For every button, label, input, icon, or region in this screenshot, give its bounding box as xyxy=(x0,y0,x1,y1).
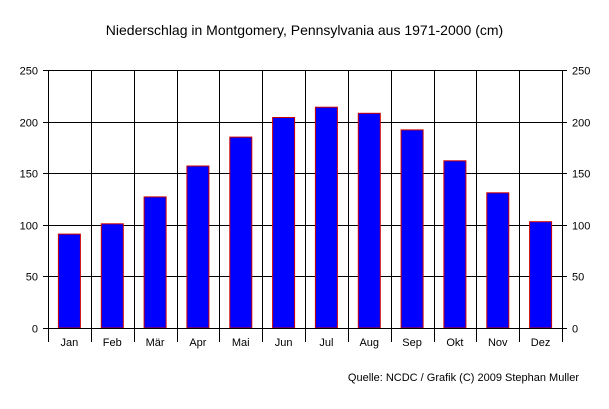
x-tick-label: Sep xyxy=(402,337,422,349)
labels-layer: 0 0 50 50 100 100 150 150 200 200 250 250 Jan Feb Mär A… xyxy=(20,66,591,350)
bar-Feb xyxy=(100,223,124,329)
x-tick-label: Mär xyxy=(146,337,165,349)
bar-Jul xyxy=(314,106,338,329)
grid-layer xyxy=(48,70,563,329)
axis-layer xyxy=(43,70,567,342)
bar-Sep xyxy=(400,129,424,329)
x-tick-label: Jun xyxy=(275,337,293,349)
bar-Apr xyxy=(186,165,210,329)
y-tick-label-left: 0 xyxy=(32,324,38,336)
y-tick-label-left: 100 xyxy=(20,221,38,233)
bar-Okt xyxy=(443,160,467,329)
bar-Jun xyxy=(272,117,296,329)
x-tick-label: Nov xyxy=(488,337,508,349)
x-tick-label: Apr xyxy=(189,337,206,349)
y-tick-label-right: 0 xyxy=(572,324,578,336)
y-tick-label-left: 50 xyxy=(26,272,38,284)
bar-Mär xyxy=(143,196,167,329)
plot-border xyxy=(48,70,563,329)
x-tick-label: Feb xyxy=(103,337,122,349)
y-tick-label-right: 250 xyxy=(572,66,590,78)
y-tick-label-right: 100 xyxy=(572,221,590,233)
x-tick-label: Aug xyxy=(359,337,379,349)
bar-Jan xyxy=(57,233,81,329)
y-tick-label-right: 50 xyxy=(572,272,584,284)
source-note: Quelle: NCDC / Grafik (C) 2009 Stephan M… xyxy=(347,372,579,384)
x-tick-label: Okt xyxy=(446,337,463,349)
x-tick-label: Mai xyxy=(232,337,250,349)
y-tick-label-right: 150 xyxy=(572,169,590,181)
y-tick-label-left: 150 xyxy=(20,169,38,181)
y-tick-label-right: 200 xyxy=(572,118,590,130)
x-tick-label: Dez xyxy=(531,337,551,349)
chart-title: Niederschlag in Montgomery, Pennsylvania… xyxy=(105,22,504,38)
bar-Aug xyxy=(357,112,381,329)
x-tick-label: Jan xyxy=(61,337,79,349)
x-tick-label: Jul xyxy=(319,337,333,349)
bar-Nov xyxy=(486,192,510,329)
bars-layer xyxy=(57,106,553,329)
y-tick-label-left: 200 xyxy=(20,118,38,130)
bar-Dez xyxy=(529,221,553,329)
y-tick-label-left: 250 xyxy=(20,66,38,78)
bar-Mai xyxy=(229,136,253,329)
